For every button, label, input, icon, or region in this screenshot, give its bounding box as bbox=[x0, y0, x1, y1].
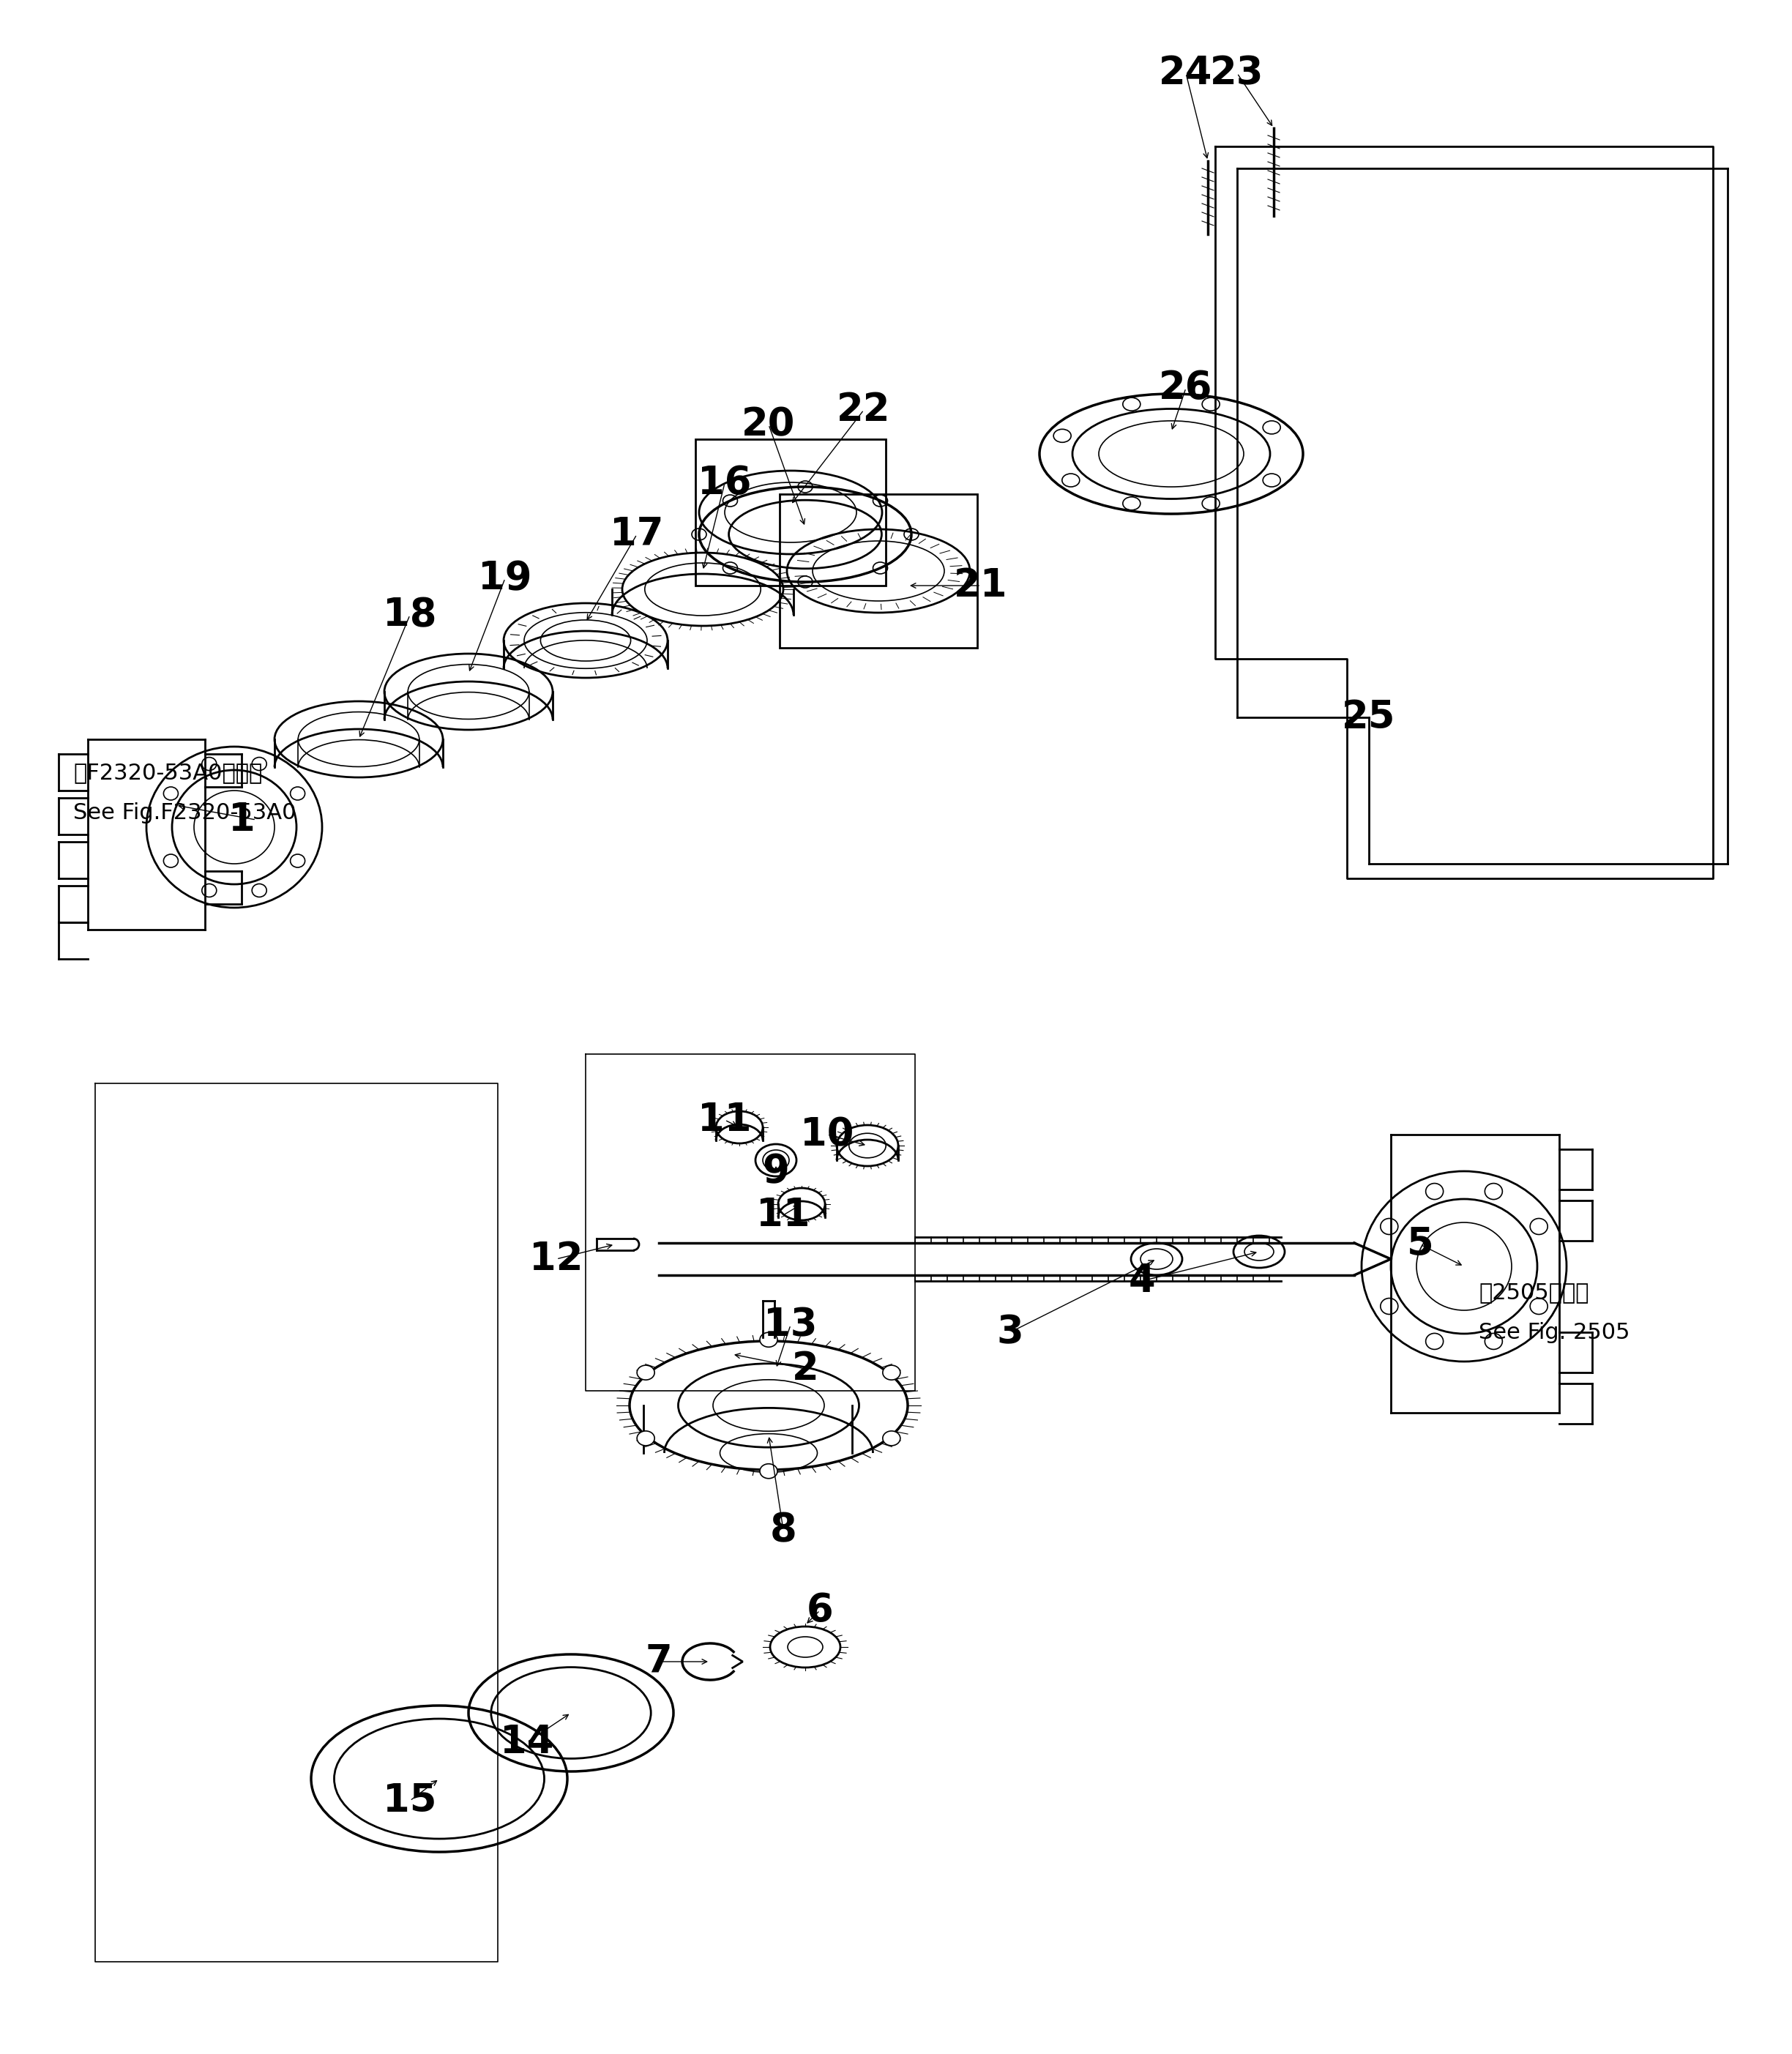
Text: 20: 20 bbox=[742, 405, 796, 444]
Text: 1: 1 bbox=[228, 801, 254, 838]
Text: 12: 12 bbox=[529, 1241, 582, 1278]
Text: 15: 15 bbox=[383, 1781, 437, 1820]
Text: 5: 5 bbox=[1407, 1226, 1434, 1263]
Text: 8: 8 bbox=[771, 1512, 797, 1549]
Text: 10: 10 bbox=[801, 1115, 855, 1154]
Text: 6: 6 bbox=[806, 1592, 833, 1629]
Bar bbox=[695, 440, 885, 585]
Text: 14: 14 bbox=[500, 1723, 554, 1760]
Text: 9: 9 bbox=[763, 1152, 790, 1189]
Text: 16: 16 bbox=[697, 464, 751, 501]
Text: 26: 26 bbox=[1159, 370, 1213, 407]
Text: 17: 17 bbox=[609, 516, 663, 553]
Text: 19: 19 bbox=[478, 559, 532, 598]
Text: 21: 21 bbox=[953, 567, 1007, 604]
Text: 23: 23 bbox=[1210, 53, 1263, 92]
Text: 11: 11 bbox=[697, 1101, 751, 1140]
Ellipse shape bbox=[883, 1366, 900, 1380]
Text: 第2505図参照: 第2505図参照 bbox=[1478, 1282, 1590, 1302]
Ellipse shape bbox=[760, 1333, 778, 1347]
Text: 2: 2 bbox=[792, 1349, 819, 1389]
Text: 第F2320-53A0図参照: 第F2320-53A0図参照 bbox=[73, 762, 262, 783]
Text: 4: 4 bbox=[1129, 1261, 1156, 1300]
Ellipse shape bbox=[760, 1465, 778, 1479]
Text: See Fig. 2505: See Fig. 2505 bbox=[1478, 1323, 1631, 1343]
Text: 11: 11 bbox=[756, 1195, 810, 1234]
Text: 18: 18 bbox=[383, 596, 437, 635]
Text: 7: 7 bbox=[645, 1643, 672, 1680]
Text: 22: 22 bbox=[837, 390, 891, 429]
Text: 13: 13 bbox=[763, 1306, 817, 1343]
Ellipse shape bbox=[636, 1432, 654, 1446]
Text: 3: 3 bbox=[996, 1313, 1023, 1352]
Text: See Fig.F2320-53A0: See Fig.F2320-53A0 bbox=[73, 803, 296, 824]
Bar bbox=[780, 495, 977, 647]
Ellipse shape bbox=[636, 1366, 654, 1380]
Text: 24: 24 bbox=[1159, 53, 1213, 92]
Text: 25: 25 bbox=[1342, 698, 1396, 737]
Ellipse shape bbox=[883, 1432, 900, 1446]
